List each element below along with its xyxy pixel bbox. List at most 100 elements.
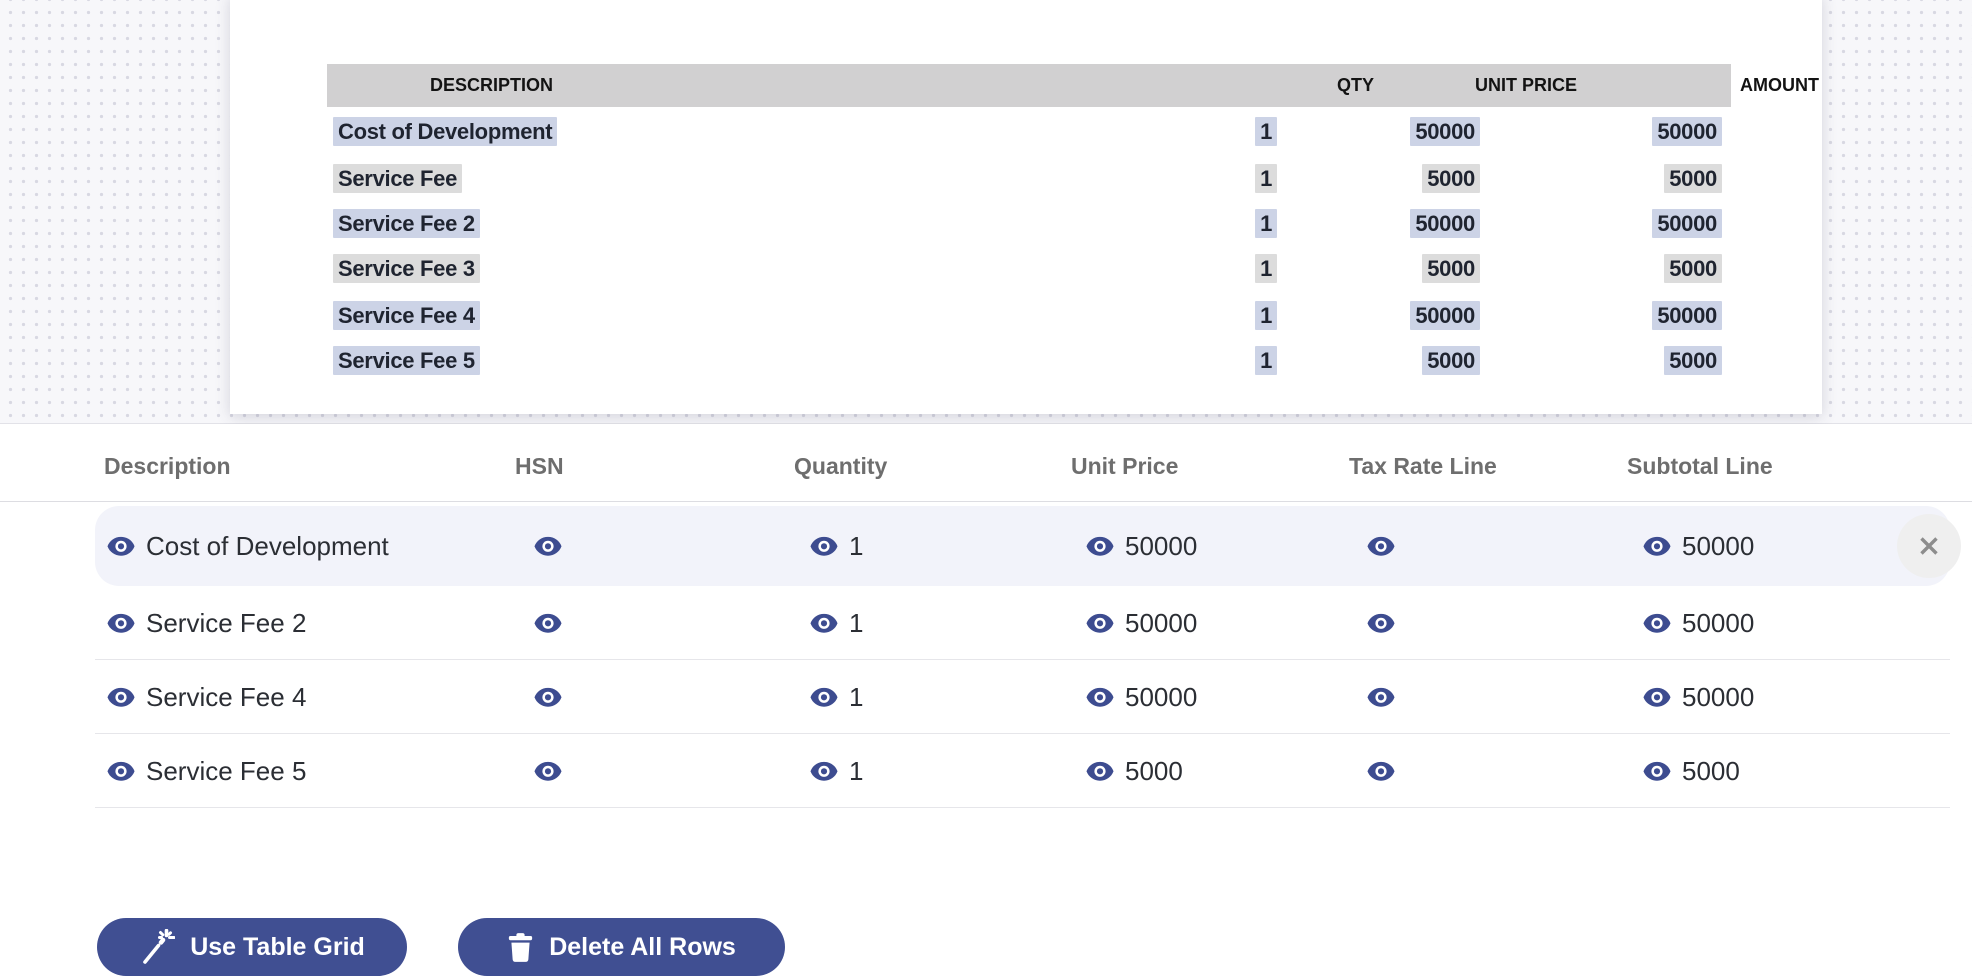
col-header-tax-rate-line: Tax Rate Line — [1349, 453, 1497, 479]
doc-text-description[interactable]: Service Fee 3 — [333, 254, 480, 283]
eye-icon[interactable] — [1643, 536, 1671, 557]
eye-icon[interactable] — [1643, 613, 1671, 634]
col-header-hsn: HSN — [515, 453, 564, 479]
doc-row: Cost of Development 1 50000 50000 — [230, 117, 1822, 147]
cell-hsn — [534, 586, 573, 660]
remove-row-button[interactable] — [1897, 514, 1961, 578]
cell-subtotal-line: 5000 — [1643, 734, 1740, 808]
use-table-grid-button[interactable]: Use Table Grid — [97, 918, 407, 976]
table-row[interactable]: Service Fee 4 1 50000 50000 — [0, 660, 1972, 734]
doc-text-unit-price[interactable]: 5000 — [1422, 164, 1480, 193]
cell-unit-price: 50000 — [1086, 660, 1197, 734]
cell-value: 1 — [849, 530, 864, 561]
col-header-unit-price: Unit Price — [1071, 453, 1179, 479]
doc-text-qty[interactable]: 1 — [1255, 346, 1277, 375]
eye-icon[interactable] — [534, 687, 562, 708]
cell-value: 5000 — [1125, 755, 1183, 786]
cell-unit-price: 5000 — [1086, 734, 1183, 808]
cell-hsn — [534, 509, 573, 583]
cell-quantity: 1 — [810, 660, 863, 734]
doc-text-description[interactable]: Service Fee 4 — [333, 301, 480, 330]
doc-text-amount[interactable]: 50000 — [1652, 117, 1722, 146]
eye-icon[interactable] — [1367, 613, 1395, 634]
eye-icon[interactable] — [534, 536, 562, 557]
document-preview-region: DESCRIPTION QTY UNIT PRICE AMOUNT Cost o… — [0, 0, 1972, 424]
doc-row: Service Fee 2 1 50000 50000 — [230, 209, 1822, 239]
doc-text-description[interactable]: Service Fee — [333, 164, 463, 193]
doc-text-unit-price[interactable]: 50000 — [1410, 301, 1480, 330]
doc-text-unit-price[interactable]: 50000 — [1410, 117, 1480, 146]
cell-value: 50000 — [1125, 681, 1198, 712]
table-row[interactable]: Cost of Development 1 50000 50000 — [0, 509, 1972, 583]
doc-text-qty[interactable]: 1 — [1255, 254, 1277, 283]
table-row[interactable]: Service Fee 5 1 5000 5000 — [0, 734, 1972, 808]
eye-icon[interactable] — [534, 761, 562, 782]
close-icon — [1920, 537, 1938, 555]
doc-text-description[interactable]: Service Fee 2 — [333, 209, 480, 238]
doc-text-qty[interactable]: 1 — [1255, 164, 1277, 193]
eye-icon[interactable] — [1367, 761, 1395, 782]
col-header-subtotal-line: Subtotal Line — [1627, 453, 1773, 479]
eye-icon[interactable] — [107, 536, 135, 557]
doc-text-qty[interactable]: 1 — [1255, 209, 1277, 238]
eye-icon[interactable] — [1643, 761, 1671, 782]
doc-col-unit-price: UNIT PRICE — [1474, 75, 1577, 95]
eye-icon[interactable] — [1086, 761, 1114, 782]
cell-tax-rate-line — [1367, 734, 1406, 808]
document-table-header: DESCRIPTION QTY UNIT PRICE AMOUNT — [327, 64, 1819, 107]
eye-icon[interactable] — [810, 761, 838, 782]
cell-value: Service Fee 5 — [146, 755, 307, 786]
cell-value: 50000 — [1682, 681, 1755, 712]
cell-value: 5000 — [1682, 755, 1740, 786]
doc-text-unit-price[interactable]: 5000 — [1422, 254, 1480, 283]
cell-value: 50000 — [1125, 607, 1198, 638]
table-row[interactable]: Service Fee 2 1 50000 50000 — [0, 586, 1972, 660]
doc-text-amount[interactable]: 5000 — [1664, 254, 1722, 283]
row-divider — [95, 807, 1950, 808]
row-divider — [95, 733, 1950, 734]
doc-text-unit-price[interactable]: 5000 — [1422, 346, 1480, 375]
doc-text-qty[interactable]: 1 — [1255, 301, 1277, 330]
eye-icon[interactable] — [1367, 536, 1395, 557]
eye-icon[interactable] — [810, 687, 838, 708]
header-divider — [0, 501, 1972, 502]
eye-icon[interactable] — [1086, 613, 1114, 634]
eye-icon[interactable] — [107, 687, 135, 708]
col-header-quantity: Quantity — [794, 453, 888, 479]
cell-hsn — [534, 660, 573, 734]
doc-text-amount[interactable]: 5000 — [1664, 346, 1722, 375]
cell-quantity: 1 — [810, 734, 863, 808]
cell-value: 1 — [849, 755, 864, 786]
selected-row-highlight — [95, 506, 1950, 586]
eye-icon[interactable] — [810, 536, 838, 557]
eye-icon[interactable] — [534, 613, 562, 634]
eye-icon[interactable] — [1086, 536, 1114, 557]
line-items-mapping-panel: Description HSN Quantity Unit Price Tax … — [0, 424, 1972, 976]
button-label: Delete All Rows — [549, 932, 736, 961]
cell-value: 1 — [849, 607, 864, 638]
doc-col-amount: AMOUNT — [1740, 75, 1819, 95]
eye-icon[interactable] — [1643, 687, 1671, 708]
cell-value: Service Fee 2 — [146, 607, 307, 638]
doc-text-unit-price[interactable]: 50000 — [1410, 209, 1480, 238]
magic-wand-icon — [143, 929, 176, 964]
eye-icon[interactable] — [107, 613, 135, 634]
doc-text-description[interactable]: Service Fee 5 — [333, 346, 480, 375]
delete-all-rows-button[interactable]: Delete All Rows — [458, 918, 785, 976]
doc-col-description: DESCRIPTION — [430, 75, 554, 95]
doc-text-qty[interactable]: 1 — [1255, 117, 1277, 146]
cell-unit-price: 50000 — [1086, 586, 1197, 660]
doc-text-amount[interactable]: 50000 — [1652, 209, 1722, 238]
cell-unit-price: 50000 — [1086, 509, 1197, 583]
cell-value: Service Fee 4 — [146, 681, 307, 712]
eye-icon[interactable] — [810, 613, 838, 634]
cell-description: Cost of Development — [107, 509, 389, 583]
cell-description: Service Fee 2 — [107, 586, 306, 660]
doc-text-description[interactable]: Cost of Development — [333, 117, 558, 146]
eye-icon[interactable] — [1367, 687, 1395, 708]
eye-icon[interactable] — [107, 761, 135, 782]
doc-text-amount[interactable]: 5000 — [1664, 164, 1722, 193]
row-divider — [95, 659, 1950, 660]
doc-text-amount[interactable]: 50000 — [1652, 301, 1722, 330]
eye-icon[interactable] — [1086, 687, 1114, 708]
